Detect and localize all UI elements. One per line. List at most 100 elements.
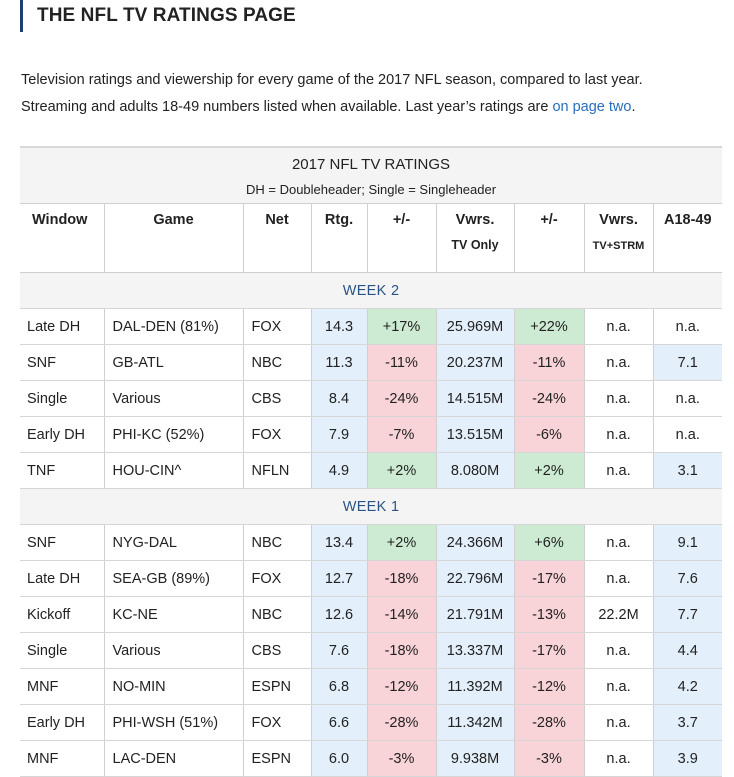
- cell-vwrs-strm: n.a.: [583, 380, 653, 417]
- cell-vwrs-strm: n.a.: [583, 704, 653, 741]
- cell-rtg: 12.6: [310, 596, 367, 633]
- cell-vwrs-change: -13%: [513, 596, 584, 633]
- cell-vwrs: 11.392M: [435, 668, 514, 705]
- cell-vwrs-strm: n.a.: [583, 632, 653, 669]
- cell-rtg: 6.0: [310, 740, 367, 777]
- table-row: Early DH PHI-WSH (51%) FOX 6.6 -28% 11.342M -2…: [20, 704, 723, 741]
- table-row: MNF NO-MIN ESPN 6.8 -12% 11.392M -12% n.a. 4.2: [20, 668, 723, 705]
- cell-net: NBC: [242, 524, 311, 561]
- cell-window: Single: [20, 380, 104, 417]
- cell-vwrs: 25.969M: [435, 308, 514, 345]
- cell-rtg: 12.7: [310, 560, 367, 597]
- col-header-window-label: Window: [32, 212, 88, 228]
- cell-net: FOX: [242, 704, 311, 741]
- cell-a1849: 3.7: [652, 704, 723, 741]
- cell-net: FOX: [242, 308, 311, 345]
- cell-a1849: n.a.: [652, 416, 723, 453]
- col-header-rtg-change: +/-: [366, 203, 436, 273]
- cell-window: Kickoff: [20, 596, 104, 633]
- page-title: THE NFL TV RATINGS PAGE: [37, 5, 296, 26]
- cell-rtg-change: -7%: [366, 416, 436, 453]
- cell-game: NYG-DAL: [103, 524, 243, 561]
- cell-a1849: 7.6: [652, 560, 723, 597]
- col-header-rtg: Rtg.: [310, 203, 367, 273]
- col-header-vwrs-strm: Vwrs. TV+STRM: [583, 203, 653, 273]
- cell-vwrs-strm: 22.2M: [583, 596, 653, 633]
- table-header-row: Window Game Net Rtg. +/- Vwrs. TV Only +/…: [20, 203, 723, 273]
- intro-text: Television ratings and viewership for ev…: [21, 67, 721, 121]
- cell-vwrs: 24.366M: [435, 524, 514, 561]
- cell-game: Various: [103, 380, 243, 417]
- cell-game: HOU-CIN^: [103, 452, 243, 489]
- cell-vwrs-change: -6%: [513, 416, 584, 453]
- cell-rtg-change: -18%: [366, 632, 436, 669]
- cell-a1849: 3.1: [652, 452, 723, 489]
- col-header-window: Window: [20, 203, 104, 273]
- cell-rtg-change: +2%: [366, 452, 436, 489]
- cell-a1849: 4.2: [652, 668, 723, 705]
- cell-window: TNF: [20, 452, 104, 489]
- col-header-game-label: Game: [153, 212, 194, 228]
- cell-vwrs-change: -28%: [513, 704, 584, 741]
- cell-vwrs-change: +2%: [513, 452, 584, 489]
- week-label: WEEK 2: [20, 272, 723, 309]
- cell-a1849: 9.1: [652, 524, 723, 561]
- page-two-link[interactable]: on page two: [552, 99, 632, 115]
- cell-rtg-change: -14%: [366, 596, 436, 633]
- col-header-a1849: A18-49: [652, 203, 723, 273]
- cell-vwrs: 13.337M: [435, 632, 514, 669]
- cell-vwrs-change: -17%: [513, 560, 584, 597]
- week-label: WEEK 1: [20, 488, 723, 525]
- cell-net: FOX: [242, 560, 311, 597]
- cell-a1849: 4.4: [652, 632, 723, 669]
- cell-rtg-change: -12%: [366, 668, 436, 705]
- cell-rtg: 14.3: [310, 308, 367, 345]
- cell-net: FOX: [242, 416, 311, 453]
- table-row: Early DH PHI-KC (52%) FOX 7.9 -7% 13.515M -6% n…: [20, 416, 723, 453]
- cell-window: Single: [20, 632, 104, 669]
- cell-window: Late DH: [20, 560, 104, 597]
- cell-net: CBS: [242, 632, 311, 669]
- cell-vwrs-strm: n.a.: [583, 344, 653, 381]
- cell-a1849: n.a.: [652, 380, 723, 417]
- cell-vwrs-strm: n.a.: [583, 452, 653, 489]
- col-header-rtg-change-label: +/-: [392, 212, 411, 228]
- col-header-vwrs-strm-sub: TV+STRM: [592, 240, 645, 252]
- cell-net: NFLN: [242, 452, 311, 489]
- col-header-vwrs-change-label: +/-: [540, 212, 558, 228]
- cell-rtg-change: -18%: [366, 560, 436, 597]
- week-header-row: WEEK 2: [20, 272, 723, 309]
- cell-window: MNF: [20, 740, 104, 777]
- table-row: SNF NYG-DAL NBC 13.4 +2% 24.366M +6% n.a. 9.1: [20, 524, 723, 561]
- cell-net: NBC: [242, 344, 311, 381]
- cell-net: ESPN: [242, 740, 311, 777]
- table-row: SNF GB-ATL NBC 11.3 -11% 20.237M -11% n.a. 7.1: [20, 344, 723, 381]
- cell-window: MNF: [20, 668, 104, 705]
- cell-vwrs-strm: n.a.: [583, 308, 653, 345]
- col-header-net-label: Net: [265, 212, 289, 228]
- table-body: WEEK 2 Late DH DAL-DEN (81%) FOX 14.3 +17% 25.…: [20, 272, 723, 777]
- intro-line-2-text: Streaming and adults 18-49 numbers liste…: [21, 99, 553, 115]
- cell-vwrs-strm: n.a.: [583, 740, 653, 777]
- cell-vwrs: 8.080M: [435, 452, 514, 489]
- cell-rtg-change: -11%: [366, 344, 436, 381]
- ratings-table-container: 2017 NFL TV RATINGS DH = Doubleheader; S…: [20, 146, 723, 777]
- cell-vwrs-change: -11%: [513, 344, 584, 381]
- cell-vwrs: 14.515M: [435, 380, 514, 417]
- cell-rtg-change: -3%: [366, 740, 436, 777]
- table-caption-cell: 2017 NFL TV RATINGS DH = Doubleheader; S…: [20, 146, 723, 204]
- cell-rtg-change: +17%: [366, 308, 436, 345]
- col-header-a1849-label: A18-49: [663, 212, 712, 228]
- intro-line-2-end: .: [631, 99, 636, 115]
- cell-a1849: 7.7: [652, 596, 723, 633]
- cell-game: PHI-KC (52%): [103, 416, 243, 453]
- cell-vwrs: 20.237M: [435, 344, 514, 381]
- cell-rtg-change: -28%: [366, 704, 436, 741]
- table-title: 2017 NFL TV RATINGS: [291, 156, 451, 173]
- col-header-vwrs-label: Vwrs.: [455, 212, 495, 228]
- cell-vwrs-strm: n.a.: [583, 416, 653, 453]
- page-title-bar: THE NFL TV RATINGS PAGE: [20, 0, 296, 32]
- cell-vwrs-strm: n.a.: [583, 668, 653, 705]
- cell-vwrs: 13.515M: [435, 416, 514, 453]
- cell-vwrs: 9.938M: [435, 740, 514, 777]
